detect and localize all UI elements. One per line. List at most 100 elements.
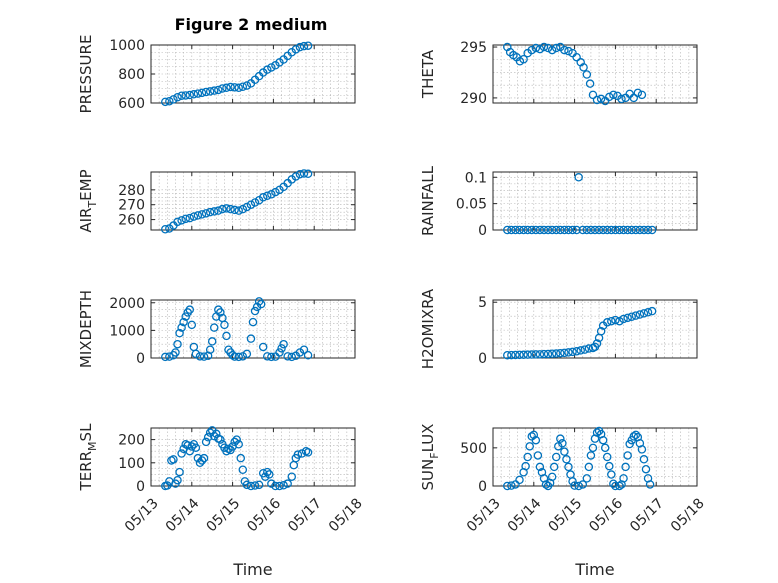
sun-flux-data-point [582,474,592,483]
mixdepth-ytick-label: 2000 [109,296,145,312]
mixdepth-ylabel: MIXDEPTH [77,290,95,368]
sun-flux-data-point [503,481,512,491]
theta-data-point [519,54,528,64]
sun-flux-data-point [611,481,620,491]
rainfall-ylabel: RAINFALL [419,165,437,236]
terr-msl-data-point [193,453,203,463]
terr-msl-data-point [234,439,243,449]
terr-msl-data-point [263,467,272,477]
subplot-h2omixra: 0 5 H2OMIXRA [419,288,698,369]
sun-flux-xtick-label: 05/14 [505,495,545,535]
rainfall-data-point [523,225,532,235]
h2omixra-frame [492,299,698,359]
terr-msl-ylabel-subscript: M [86,441,99,451]
air-temp-data-point [226,204,235,214]
pressure-data-point [169,95,178,104]
terr-msl-data-point [173,475,182,485]
sun-flux-data-point [619,474,628,483]
theta-data-point [527,45,537,55]
theta-data-point [609,90,618,100]
mixdepth-data-point [161,352,170,362]
pressure-data-point [181,91,190,100]
h2omixra-data-point [572,347,581,356]
terr-msl-data-point [185,446,195,456]
terr-msl-ytick-label: 100 [118,456,145,472]
sun-flux-data-point [600,443,610,453]
rainfall-data-point [627,225,636,235]
terr-msl-xtick-label: 05/14 [163,495,203,535]
air-temp-data-point [177,216,186,225]
theta-data-point [579,63,588,72]
sun-flux-data-point [535,462,545,472]
terr-msl-data-point [232,435,241,444]
mixdepth-data-point [246,334,256,343]
h2omixra-data-point [523,350,532,359]
theta-data-point [539,42,549,52]
h2omixra-data-point [507,350,516,360]
terr-msl-data-point [175,467,184,477]
air-temp-data-point [181,214,190,224]
h2omixra-data-point [515,350,524,360]
terr-msl-xtick-label: 05/15 [204,495,244,535]
pressure-data-point [173,92,182,102]
air-temp-data-point [218,204,227,214]
theta-data-point [551,43,561,53]
mixdepth-data-point [220,320,229,330]
rainfall-ytick-label: 0.05 [456,197,487,213]
mixdepth-data-point [230,352,239,361]
pressure-data-point [214,85,223,95]
sun-flux-data-point [558,439,567,448]
sun-flux-xlabel: Time [574,560,614,579]
h2omixra-data-point [619,314,628,324]
terr-msl-data-point [287,472,297,481]
pressure-data-point [299,41,309,51]
pressure-data-point [242,81,252,90]
h2omixra-data-point [584,344,594,353]
rainfall-data-point [631,225,641,235]
air-temp-data-point [242,202,252,212]
sun-flux-data-point [641,464,651,474]
terr-msl-data-point [199,453,209,463]
h2omixra-data-point [639,309,649,318]
air-temp-data-point [267,190,276,199]
sun-flux-data-point [598,435,608,445]
theta-data-point [531,43,541,53]
rainfall-data-point [535,225,545,235]
rainfall-data-point [574,173,583,182]
rainfall-data-point [639,225,649,235]
rainfall-data-point [564,225,573,235]
sun-flux-data-point [637,445,647,454]
rainfall-data-point [556,225,565,235]
terr-msl-data-point [254,480,264,490]
mixdepth-data-point [303,350,313,360]
sun-flux-data-point [507,481,516,490]
terr-msl-data-point [260,472,270,481]
terr-msl-data-point [212,429,221,439]
sun-flux-frame [492,427,698,487]
terr-msl-xtick-label: 05/18 [326,495,366,535]
sun-flux-xtick-label: 05/15 [546,495,586,535]
h2omixra-data-point [631,311,641,320]
rainfall-data-point [594,225,604,235]
subplot-terr-msl: 0 100 200 TERRMSL 05/13 05/14 05/15 05/16 05/17 0… [77,423,366,579]
rainfall-data-point [635,225,645,235]
theta-data-point [605,92,614,102]
terr-msl-data-point [183,441,192,450]
h2omixra-data-point [535,350,545,359]
rainfall-data-point [507,225,516,235]
mixdepth-data-point [185,305,195,314]
sun-flux-data-point [515,475,524,485]
terr-msl-ylabel: TERRMSL [77,423,99,492]
theta-ytick-label: 295 [460,40,487,56]
pressure-data-point [209,86,219,95]
terr-msl-data-point [283,479,292,488]
pressure-data-point [197,88,207,98]
rainfall-data-point [527,225,537,235]
h2omixra-data-point [607,316,616,326]
air-temp-data-point [189,212,199,221]
figure-title: Figure 2 medium [175,15,328,34]
rainfall-data-point [503,225,512,235]
sun-flux-data-point [623,451,632,460]
